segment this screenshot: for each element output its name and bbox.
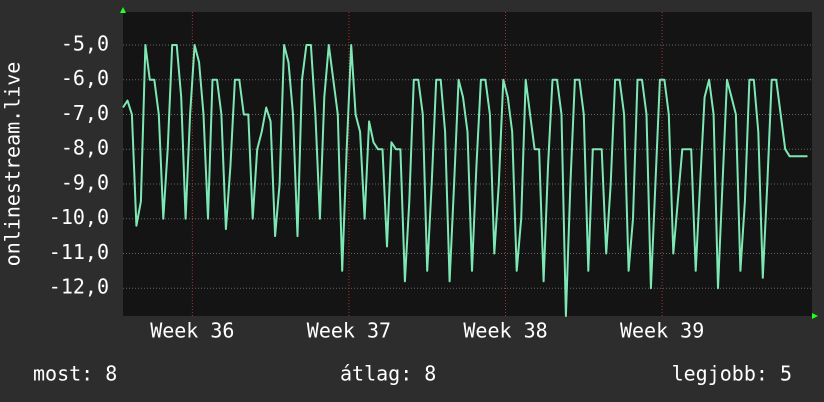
y-tick-label: -9,0 xyxy=(61,170,109,194)
y-tick-label: -5,0 xyxy=(61,32,109,56)
y-tick-label: -7,0 xyxy=(61,101,109,125)
x-tick-label: Week 36 xyxy=(150,319,234,343)
stat-average: átlag: 8 xyxy=(340,362,436,386)
x-tick-label: Week 38 xyxy=(463,319,547,343)
y-tick-label: -10,0 xyxy=(49,205,109,229)
x-tick-label: Week 37 xyxy=(307,319,391,343)
stat-best: legjobb: 5 xyxy=(672,362,792,386)
x-tick-label: Week 39 xyxy=(620,319,704,343)
y-tick-label: -8,0 xyxy=(61,136,109,160)
axis-arrow xyxy=(812,313,818,319)
plot-area xyxy=(123,12,812,316)
axis-arrow xyxy=(120,7,126,13)
stat-now: most: 8 xyxy=(33,362,117,386)
data-line xyxy=(122,44,808,317)
y-tick-label: -11,0 xyxy=(49,240,109,264)
y-tick-label: -6,0 xyxy=(61,66,109,90)
y-axis-label: onlinestream.live xyxy=(1,62,25,267)
y-tick-label: -12,0 xyxy=(49,275,109,299)
